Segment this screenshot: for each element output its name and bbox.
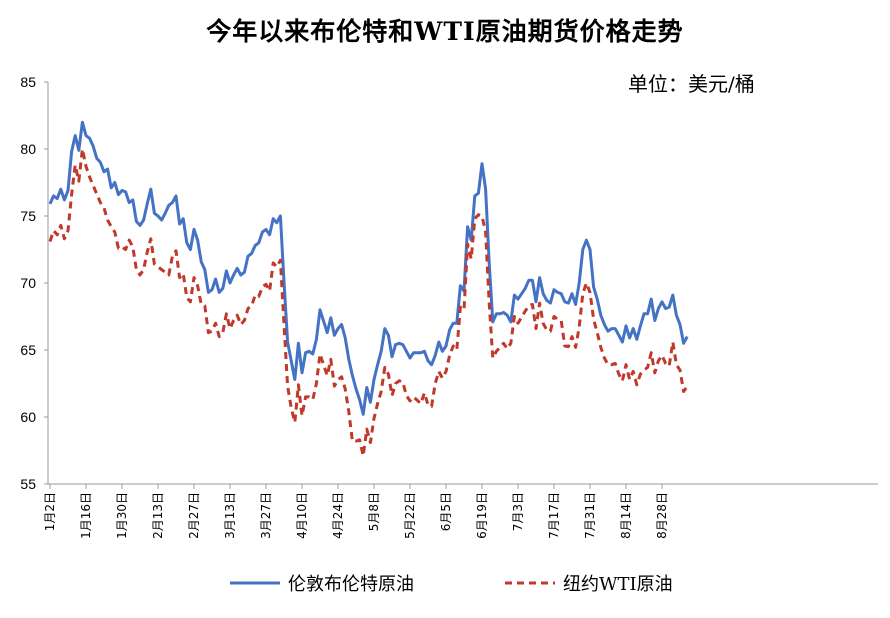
y-tick-label: 85 [20,74,36,90]
x-tick-label: 2月27日 [187,492,201,539]
x-tick-label: 1月16日 [79,492,93,539]
legend-label: 纽约WTI原油 [563,574,673,595]
y-tick-label: 70 [20,275,36,291]
x-tick-label: 7月3日 [511,492,525,531]
y-tick-label: 55 [20,476,36,492]
x-tick-label: 2月13日 [151,492,165,539]
series-line-wti [48,147,689,458]
legend-label: 伦敦布伦特原油 [288,574,414,595]
x-tick-label: 3月13日 [223,492,237,539]
y-tick-label: 65 [20,342,36,358]
x-tick-label: 5月8日 [367,492,381,531]
y-tick-label: 80 [20,141,36,157]
x-tick-label: 8月28日 [655,492,669,539]
x-tick-label: 8月14日 [619,492,633,539]
x-tick-label: 7月17日 [547,492,561,539]
x-tick-label: 6月5日 [439,492,453,531]
series-line-brent [48,120,689,416]
chart-title: 今年以来布伦特和WTI原油期货价格走势 [206,17,684,46]
x-tick-label: 3月27日 [259,492,273,539]
plot-area [48,120,689,458]
y-tick-label: 75 [20,208,36,224]
y-tick-label: 60 [20,409,36,425]
axes: 55 60 65 70 75 80 85 1月2日 1月16日 1月30日 2月13日 2月27日 3月… [20,74,878,539]
x-tick-label: 4月24日 [331,492,345,539]
x-tick-label: 1月30日 [115,492,129,539]
x-tick-label: 5月22日 [403,492,417,539]
unit-label: 单位：美元/桶 [628,72,755,96]
legend: 伦敦布伦特原油 纽约WTI原油 [230,574,673,595]
x-tick-label: 6月19日 [475,492,489,539]
x-tick-label: 4月10日 [295,492,309,539]
x-tick-label: 7月31日 [583,492,597,539]
x-tick-label: 1月2日 [43,492,57,531]
